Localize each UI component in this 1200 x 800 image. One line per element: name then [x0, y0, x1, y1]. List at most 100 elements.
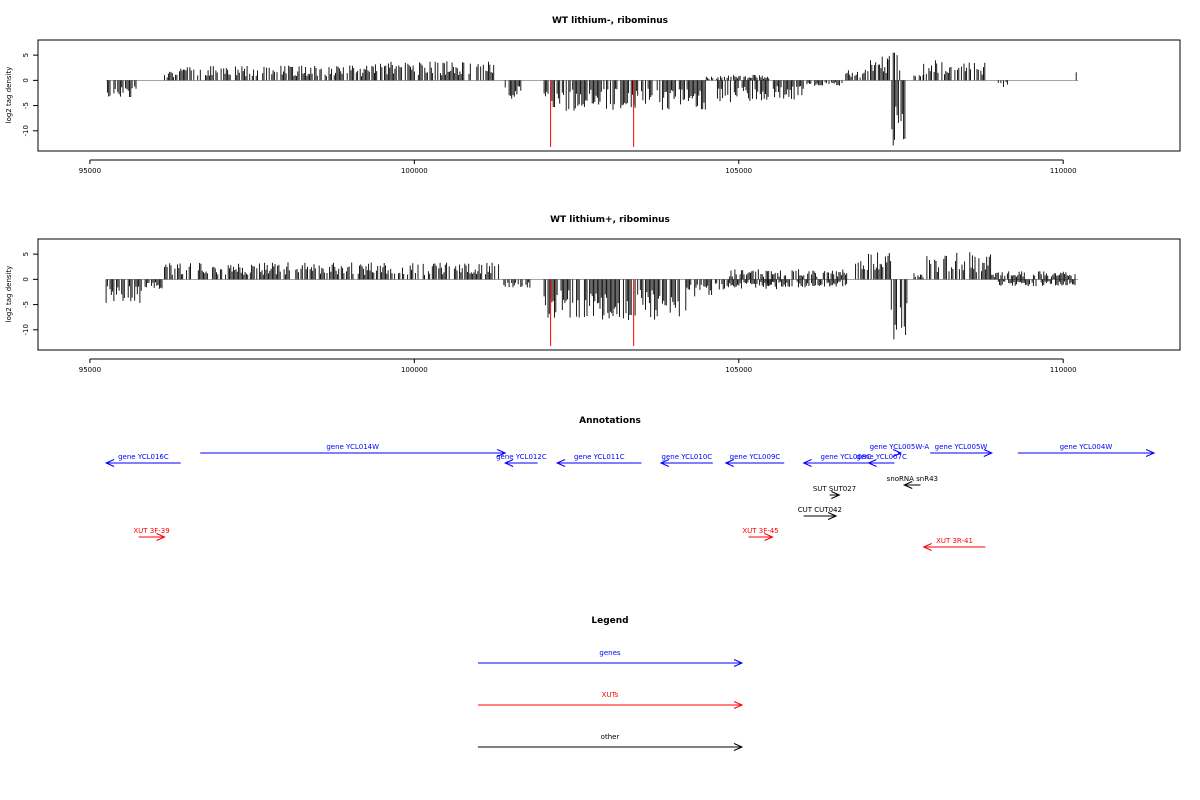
feature-gene-ycl016c: gene YCL016C [104, 453, 181, 467]
legend-item-genes: genes [478, 649, 744, 667]
bar-segment [855, 261, 868, 280]
feature-label: XUT 3F-45 [742, 527, 778, 535]
bar-segment [765, 279, 848, 288]
feature-gene-ycl012c: gene YCL012C [496, 453, 547, 467]
y-tick-label: -5 [22, 301, 30, 308]
density-bars [705, 74, 770, 81]
bar-segment [175, 65, 375, 81]
feature-xut-3r-41: XUT 3R-41 [922, 537, 986, 551]
bar-segment [374, 61, 495, 81]
density-bars [504, 80, 522, 99]
bar-segment [106, 80, 137, 97]
panel-title: WT lithium+, ribominus [550, 215, 670, 225]
feature-label: gene YCL005W [935, 443, 988, 451]
feature-label: XUT 3F-39 [133, 527, 169, 535]
bar-segment [890, 279, 908, 340]
density-bars [175, 65, 375, 81]
arrow-head [831, 491, 841, 499]
density-bars [503, 279, 531, 288]
arrow-head [659, 459, 670, 467]
bar-segment [913, 273, 924, 280]
density-bars [913, 75, 924, 81]
density-bars [997, 279, 1076, 287]
feature-label: gene YCL011C [574, 453, 625, 461]
density-bars [164, 262, 500, 280]
density-bars [864, 56, 888, 81]
feature-label: gene YCL014W [326, 443, 379, 451]
arrow-head [733, 743, 744, 751]
feature-label: gene YCL004W [1060, 443, 1113, 451]
density-bars [543, 80, 706, 111]
legend-title: Legend [591, 616, 628, 626]
y-tick-label: 0 [22, 277, 30, 281]
arrow-head [156, 533, 166, 541]
arrow-head [1145, 449, 1156, 457]
bar-segment [164, 262, 500, 280]
feature-cut-cut042: CUT CUT042 [798, 506, 842, 520]
feature-label: gene YCL005W-A [870, 443, 930, 451]
bar-segment [164, 71, 175, 81]
feature-label: gene YCL016C [118, 453, 169, 461]
density-bars [144, 279, 163, 289]
panel-lithium-minus: WT lithium-, ribominus log2 tag density … [5, 16, 1181, 175]
x-tick-label: 95000 [79, 167, 101, 175]
bar-segment [686, 279, 713, 297]
density-bars [806, 80, 843, 86]
feature-label: gene YCL010C [662, 453, 713, 461]
axes: 5 0 -5 -10 95000 100000 105000 110000 [22, 53, 1077, 175]
bar-segment [997, 80, 1008, 87]
density-bars [926, 252, 992, 280]
arrow-head [733, 659, 744, 667]
density-bars [164, 71, 175, 81]
annotations-title: Annotations [579, 416, 641, 426]
bar-segment [913, 75, 924, 81]
density-bars [106, 80, 137, 97]
x-tick-label: 100000 [401, 366, 428, 374]
arrow-head [827, 512, 838, 520]
density-bars [765, 279, 848, 288]
feature-gene-ycl009c: gene YCL009C [724, 453, 785, 467]
feature-label: SUT SUT027 [813, 485, 856, 493]
density-bars [891, 80, 906, 146]
feature-gene-ycl004w: gene YCL004W [1017, 443, 1156, 457]
plot-frame [37, 39, 1181, 152]
y-tick-label: -10 [22, 324, 30, 335]
feature-label: gene YCL008C [821, 453, 872, 461]
density-bars [716, 80, 804, 103]
feature-label: CUT CUT042 [798, 506, 842, 514]
x-tick-label: 95000 [79, 366, 101, 374]
plot-frame [37, 238, 1181, 351]
feature-label: gene YCL009C [730, 453, 781, 461]
density-bars [686, 279, 713, 297]
density-bars [887, 52, 901, 81]
legend-label: genes [599, 649, 620, 657]
bar-segment [503, 279, 531, 288]
feature-label: gene YCL012C [496, 453, 547, 461]
x-tick-label: 110000 [1050, 366, 1077, 374]
feature-gene-ycl005w-a: gene YCL005W-A [870, 443, 930, 457]
feature-xut-3f-45: XUT 3F-45 [742, 527, 779, 541]
feature-snorna-snr43: snoRNA snR43 [887, 475, 938, 489]
bar-segment [705, 74, 770, 81]
x-tick-label: 105000 [725, 366, 752, 374]
feature-sut-sut027: SUT SUT027 [813, 485, 856, 499]
density-bars [913, 273, 924, 280]
density-bars [374, 61, 495, 81]
feature-label: snoRNA snR43 [887, 475, 938, 483]
bar-segment [868, 252, 892, 280]
density-bars [855, 261, 868, 280]
bar-segment [864, 56, 888, 81]
bar-segment [997, 279, 1076, 287]
y-tick-label: 0 [22, 78, 30, 82]
arrow-head [902, 481, 913, 489]
x-tick-label: 105000 [725, 167, 752, 175]
arrow-head [892, 449, 903, 457]
density-bars [845, 70, 865, 81]
density-bars [729, 269, 848, 280]
bar-segment [729, 269, 848, 280]
bar-segment [991, 271, 1076, 280]
arrow-head [555, 459, 566, 467]
feature-label: XUT 3R-41 [936, 537, 973, 545]
arrow-head [764, 533, 774, 541]
density-bars [991, 271, 1076, 280]
